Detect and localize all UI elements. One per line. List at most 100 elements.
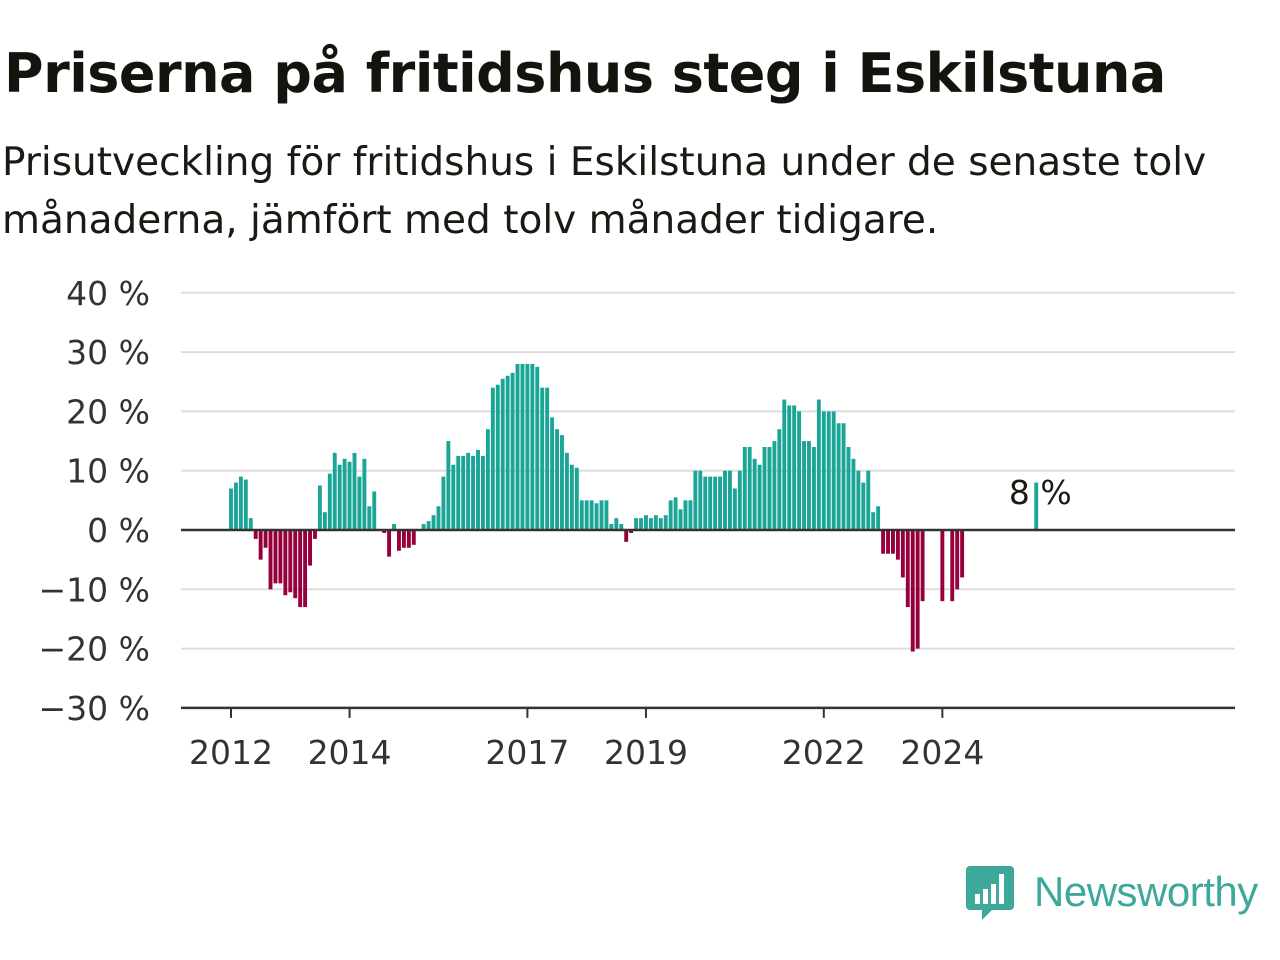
bar bbox=[303, 530, 308, 608]
bar bbox=[886, 530, 890, 554]
x-tick-label: 2017 bbox=[485, 733, 569, 772]
bar bbox=[238, 476, 243, 530]
bar bbox=[797, 411, 802, 530]
bar bbox=[1034, 482, 1039, 530]
bar bbox=[762, 446, 767, 530]
bar bbox=[589, 500, 594, 530]
y-tick-label: 30 % bbox=[66, 333, 150, 372]
bar bbox=[564, 452, 569, 530]
bar bbox=[387, 530, 392, 557]
bar bbox=[604, 500, 609, 530]
bar bbox=[540, 387, 545, 530]
bar bbox=[846, 446, 851, 530]
bar bbox=[713, 476, 718, 530]
bar bbox=[520, 363, 525, 530]
bar bbox=[293, 530, 298, 599]
bar bbox=[530, 363, 535, 530]
bar bbox=[500, 378, 505, 530]
bar bbox=[950, 530, 955, 602]
bar bbox=[940, 530, 945, 602]
bar bbox=[308, 530, 312, 566]
bar bbox=[337, 464, 342, 530]
bar bbox=[317, 485, 322, 530]
bar bbox=[229, 488, 233, 530]
bar bbox=[510, 372, 515, 530]
bar bbox=[861, 482, 866, 530]
bar bbox=[258, 530, 263, 560]
bar bbox=[342, 458, 347, 530]
bar bbox=[253, 530, 258, 539]
bar bbox=[653, 515, 658, 530]
bar bbox=[683, 500, 688, 530]
x-tick-label: 2019 bbox=[604, 733, 688, 772]
bar bbox=[352, 452, 357, 530]
bar bbox=[545, 387, 550, 530]
bar bbox=[268, 530, 273, 590]
bar bbox=[619, 524, 624, 530]
bar bbox=[579, 500, 584, 530]
chart-title: Priserna på fritidshus steg i Eskilstuna bbox=[4, 42, 1166, 105]
bar bbox=[718, 476, 723, 530]
bar bbox=[767, 446, 772, 530]
bar bbox=[401, 530, 406, 548]
bar bbox=[802, 441, 806, 530]
bar bbox=[614, 518, 619, 530]
bar bbox=[708, 476, 713, 530]
bar bbox=[367, 506, 372, 530]
bar bbox=[327, 473, 332, 530]
bar bbox=[634, 518, 639, 530]
bar bbox=[451, 464, 456, 530]
bar bbox=[881, 530, 886, 554]
bar bbox=[535, 366, 540, 530]
bar bbox=[406, 530, 411, 548]
bar bbox=[278, 530, 283, 584]
bar bbox=[960, 530, 965, 578]
bar bbox=[584, 500, 589, 530]
bar bbox=[792, 405, 797, 530]
bar bbox=[466, 452, 471, 530]
bar bbox=[332, 452, 337, 530]
bar bbox=[703, 476, 708, 530]
y-tick-label: 0 % bbox=[87, 511, 150, 550]
bar bbox=[644, 515, 648, 530]
bar bbox=[747, 446, 752, 530]
bar bbox=[841, 423, 846, 530]
bar bbox=[836, 423, 841, 530]
bar bbox=[693, 470, 698, 530]
bar bbox=[263, 530, 268, 548]
bar bbox=[811, 446, 816, 530]
newsworthy-logo: Newsworthy bbox=[964, 862, 1258, 922]
bar bbox=[372, 491, 377, 530]
bar bbox=[816, 399, 821, 530]
bar bbox=[915, 530, 920, 649]
y-tick-label: 10 % bbox=[66, 452, 150, 491]
bar bbox=[688, 500, 693, 530]
bar bbox=[905, 530, 910, 608]
bar bbox=[490, 387, 495, 530]
bar bbox=[283, 530, 288, 596]
bar bbox=[480, 455, 485, 531]
bar bbox=[787, 405, 792, 530]
bar bbox=[920, 530, 925, 602]
bar bbox=[525, 363, 530, 530]
bar bbox=[673, 497, 678, 530]
bar bbox=[777, 429, 782, 530]
grid-lines bbox=[181, 291, 1235, 650]
bar bbox=[900, 530, 905, 578]
newsworthy-logo-icon bbox=[966, 866, 1014, 920]
bar bbox=[599, 500, 604, 530]
bar bbox=[347, 461, 352, 530]
tick-labels: −30 % −20 % −10 % 0 % 10 % 20 % 30 % 40 % 2012 20… bbox=[39, 274, 1072, 772]
bar bbox=[698, 470, 703, 530]
bar bbox=[895, 530, 900, 560]
x-tick-label: 2012 bbox=[189, 733, 273, 772]
bar bbox=[727, 470, 732, 530]
bar bbox=[668, 500, 673, 530]
bar bbox=[456, 455, 461, 531]
bar bbox=[555, 429, 559, 530]
bar bbox=[624, 530, 629, 542]
bar bbox=[421, 524, 426, 530]
bar bbox=[876, 506, 881, 530]
bar bbox=[550, 417, 555, 530]
bar bbox=[495, 384, 500, 530]
